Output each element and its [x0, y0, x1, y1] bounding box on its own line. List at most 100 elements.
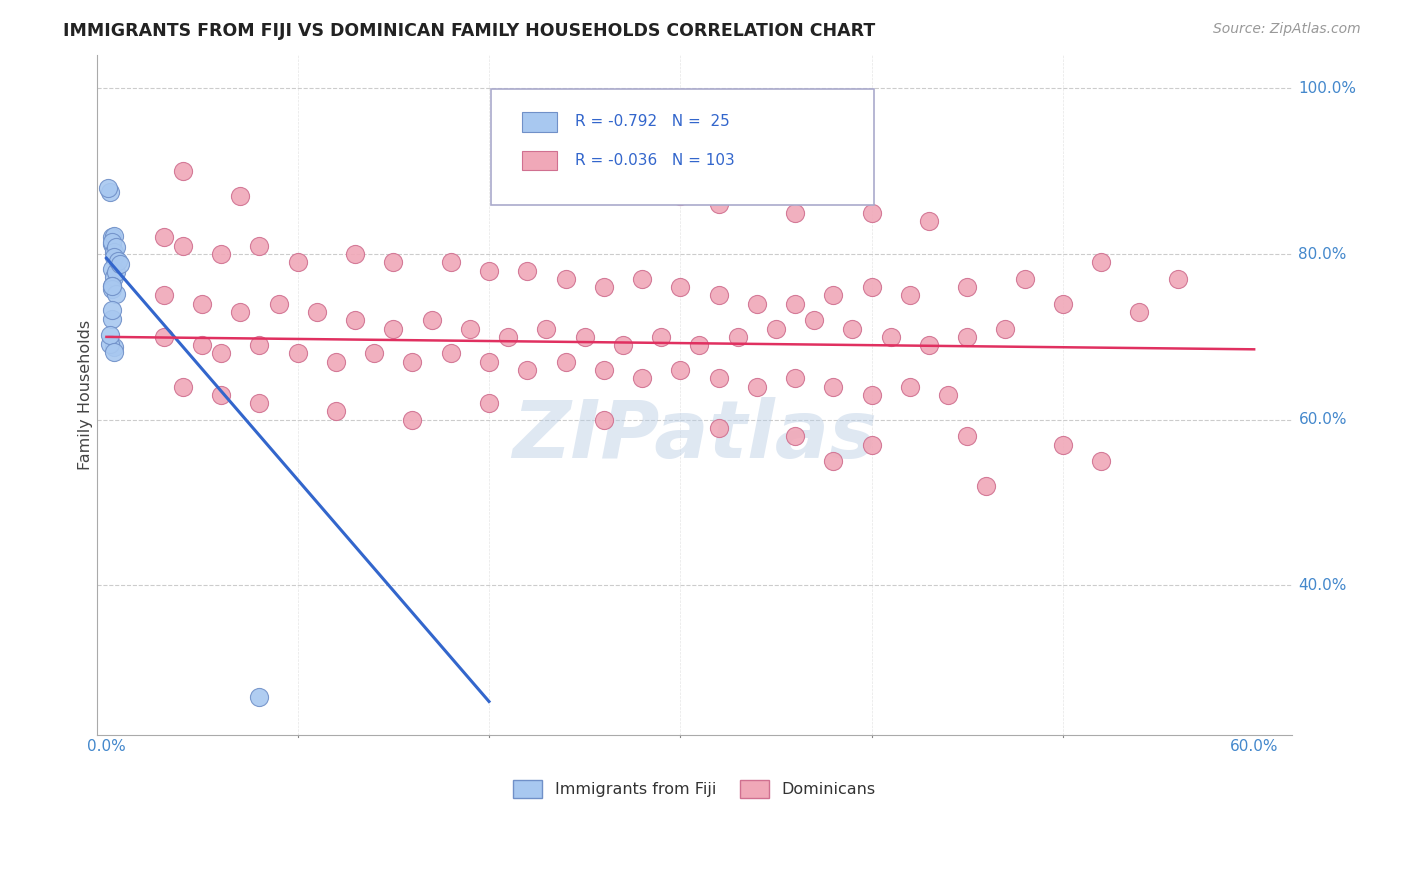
Point: [707, 421, 730, 435]
Point: [823, 454, 845, 468]
Point: [325, 355, 347, 369]
Text: 80.0%: 80.0%: [1298, 246, 1347, 261]
Point: [1090, 255, 1112, 269]
Point: [98, 336, 121, 351]
Point: [956, 330, 979, 344]
Point: [101, 278, 124, 293]
Point: [898, 288, 921, 302]
Point: [229, 189, 252, 203]
Point: [267, 297, 290, 311]
Y-axis label: Family Households: Family Households: [79, 320, 93, 470]
Point: [153, 288, 176, 302]
Point: [707, 197, 730, 211]
Point: [103, 344, 125, 359]
Point: [98, 185, 121, 199]
Point: [612, 180, 634, 194]
Point: [105, 240, 128, 254]
Point: [536, 321, 558, 335]
Point: [554, 180, 576, 194]
Point: [103, 245, 125, 260]
Point: [98, 328, 121, 343]
Point: [803, 313, 825, 327]
Point: [101, 230, 124, 244]
Point: [554, 355, 576, 369]
Point: [841, 321, 863, 335]
Point: [783, 371, 806, 385]
Text: R = -0.792   N =  25: R = -0.792 N = 25: [575, 114, 730, 129]
Point: [191, 297, 214, 311]
Point: [103, 250, 125, 264]
Point: [382, 255, 405, 269]
Point: [172, 164, 194, 178]
Point: [101, 278, 124, 293]
Text: 40.0%: 40.0%: [1298, 578, 1347, 593]
Point: [172, 238, 194, 252]
Point: [103, 340, 125, 354]
Text: R = -0.036   N = 103: R = -0.036 N = 103: [575, 153, 735, 168]
Point: [860, 437, 883, 451]
Point: [936, 388, 959, 402]
Point: [325, 404, 347, 418]
Point: [209, 346, 232, 360]
Point: [783, 429, 806, 443]
Point: [363, 346, 385, 360]
Point: [727, 330, 749, 344]
Point: [918, 338, 941, 352]
Point: [880, 330, 903, 344]
Point: [478, 355, 501, 369]
Point: [745, 297, 768, 311]
Point: [554, 272, 576, 286]
Point: [956, 280, 979, 294]
Point: [229, 305, 252, 319]
Point: [105, 265, 128, 279]
Text: 0.0%: 0.0%: [87, 739, 125, 754]
Text: IMMIGRANTS FROM FIJI VS DOMINICAN FAMILY HOUSEHOLDS CORRELATION CHART: IMMIGRANTS FROM FIJI VS DOMINICAN FAMILY…: [63, 22, 876, 40]
Point: [631, 371, 654, 385]
Point: [249, 238, 271, 252]
Point: [669, 363, 692, 377]
Point: [631, 272, 654, 286]
Text: 60.0%: 60.0%: [1230, 739, 1278, 754]
Point: [97, 180, 120, 194]
Point: [287, 255, 309, 269]
Point: [420, 313, 443, 327]
Point: [401, 413, 423, 427]
Point: [918, 214, 941, 228]
Point: [1052, 297, 1074, 311]
Point: [478, 263, 501, 277]
Point: [344, 313, 367, 327]
Legend: Immigrants from Fiji, Dominicans: Immigrants from Fiji, Dominicans: [508, 773, 883, 805]
FancyBboxPatch shape: [492, 89, 875, 204]
Point: [898, 379, 921, 393]
Point: [860, 280, 883, 294]
Point: [478, 396, 501, 410]
Point: [860, 205, 883, 219]
Point: [101, 237, 124, 252]
Point: [172, 379, 194, 393]
Point: [994, 321, 1017, 335]
Point: [765, 321, 787, 335]
Text: ZIPatlas: ZIPatlas: [512, 397, 877, 475]
Point: [249, 690, 271, 705]
Point: [976, 479, 998, 493]
Point: [592, 363, 614, 377]
Point: [1014, 272, 1036, 286]
Point: [101, 282, 124, 296]
Point: [401, 355, 423, 369]
Point: [1128, 305, 1150, 319]
Point: [707, 371, 730, 385]
Point: [101, 235, 124, 249]
Point: [612, 338, 634, 352]
Point: [105, 286, 128, 301]
Point: [458, 321, 481, 335]
Point: [249, 396, 271, 410]
Point: [287, 346, 309, 360]
Point: [153, 230, 176, 244]
FancyBboxPatch shape: [523, 151, 557, 170]
Point: [305, 305, 328, 319]
Point: [592, 413, 614, 427]
Point: [516, 263, 538, 277]
Point: [209, 247, 232, 261]
Point: [107, 253, 129, 268]
Point: [344, 247, 367, 261]
